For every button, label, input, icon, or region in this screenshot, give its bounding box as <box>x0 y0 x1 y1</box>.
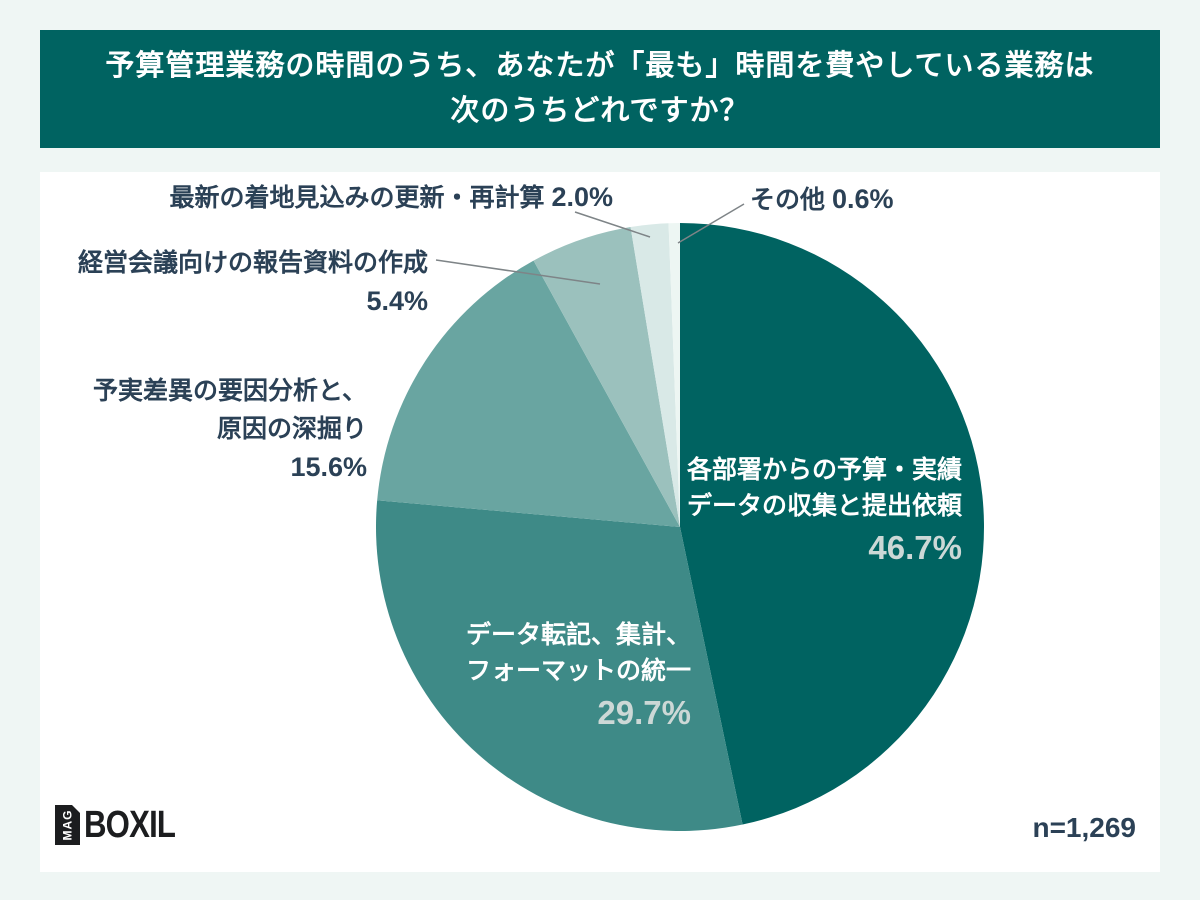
callout-label-forecast-update: 最新の着地見込みの更新・再計算 2.0% <box>169 182 613 212</box>
leader-line-2 <box>435 259 601 285</box>
callout-pct-forecast-update: 2.0% <box>551 182 613 212</box>
pie-slice-4 <box>630 223 680 527</box>
callout-pct-other: 0.6% <box>831 184 894 214</box>
chart-card: 最新の着地見込みの更新・再計算 2.0% その他 0.6% 経営会議向けの報告資… <box>40 172 1160 872</box>
callout-pct-meeting-report: 5.4% <box>366 286 428 316</box>
callout-label-variance-analysis: 予実差異の要因分析と、 原因の深掘り 15.6% <box>93 372 367 486</box>
page-fold-icon <box>72 805 80 813</box>
callout-label-meeting-report: 経営会議向けの報告資料の作成 5.4% <box>78 244 428 320</box>
sample-size-label: n=1,269 <box>1032 812 1136 843</box>
pie-slice-2 <box>377 260 680 527</box>
callout-pct-variance-analysis: 15.6% <box>290 452 367 482</box>
question-title-line1: 予算管理業務の時間のうち、あなたが「最も」時間を費やしている業務は <box>105 50 1095 82</box>
pie-slice-1 <box>376 500 743 831</box>
pie-chart <box>376 203 984 831</box>
leader-lines <box>435 203 745 285</box>
boxil-logo-text: BOXIL <box>84 803 176 846</box>
inside-pct-data-collection: 46.7% <box>868 529 962 566</box>
pie-slices <box>376 223 984 831</box>
callout-label-other: その他 0.6% <box>750 184 894 214</box>
question-title-line2: 次のうちどれですか？ <box>450 95 750 127</box>
question-banner: 予算管理業務の時間のうち、あなたが「最も」時間を費やしている業務は 次のうちどれ… <box>40 30 1160 148</box>
leader-line-0 <box>574 211 651 238</box>
inside-label-data-transfer: データ転記、集計、 フォーマットの統一 29.7% <box>463 617 691 731</box>
inside-pct-data-transfer: 29.7% <box>597 694 691 731</box>
pie-slice-3 <box>533 227 680 527</box>
pie-slice-5 <box>668 223 680 527</box>
mag-logo-icon: MAG <box>55 805 80 845</box>
inside-label-data-collection: 各部署からの予算・実績 データの収集と提出依頼 46.7% <box>686 456 962 566</box>
leader-line-1 <box>677 203 745 244</box>
boxil-logo: MAG BOXIL <box>55 803 195 846</box>
pie-slice-0 <box>680 223 984 825</box>
